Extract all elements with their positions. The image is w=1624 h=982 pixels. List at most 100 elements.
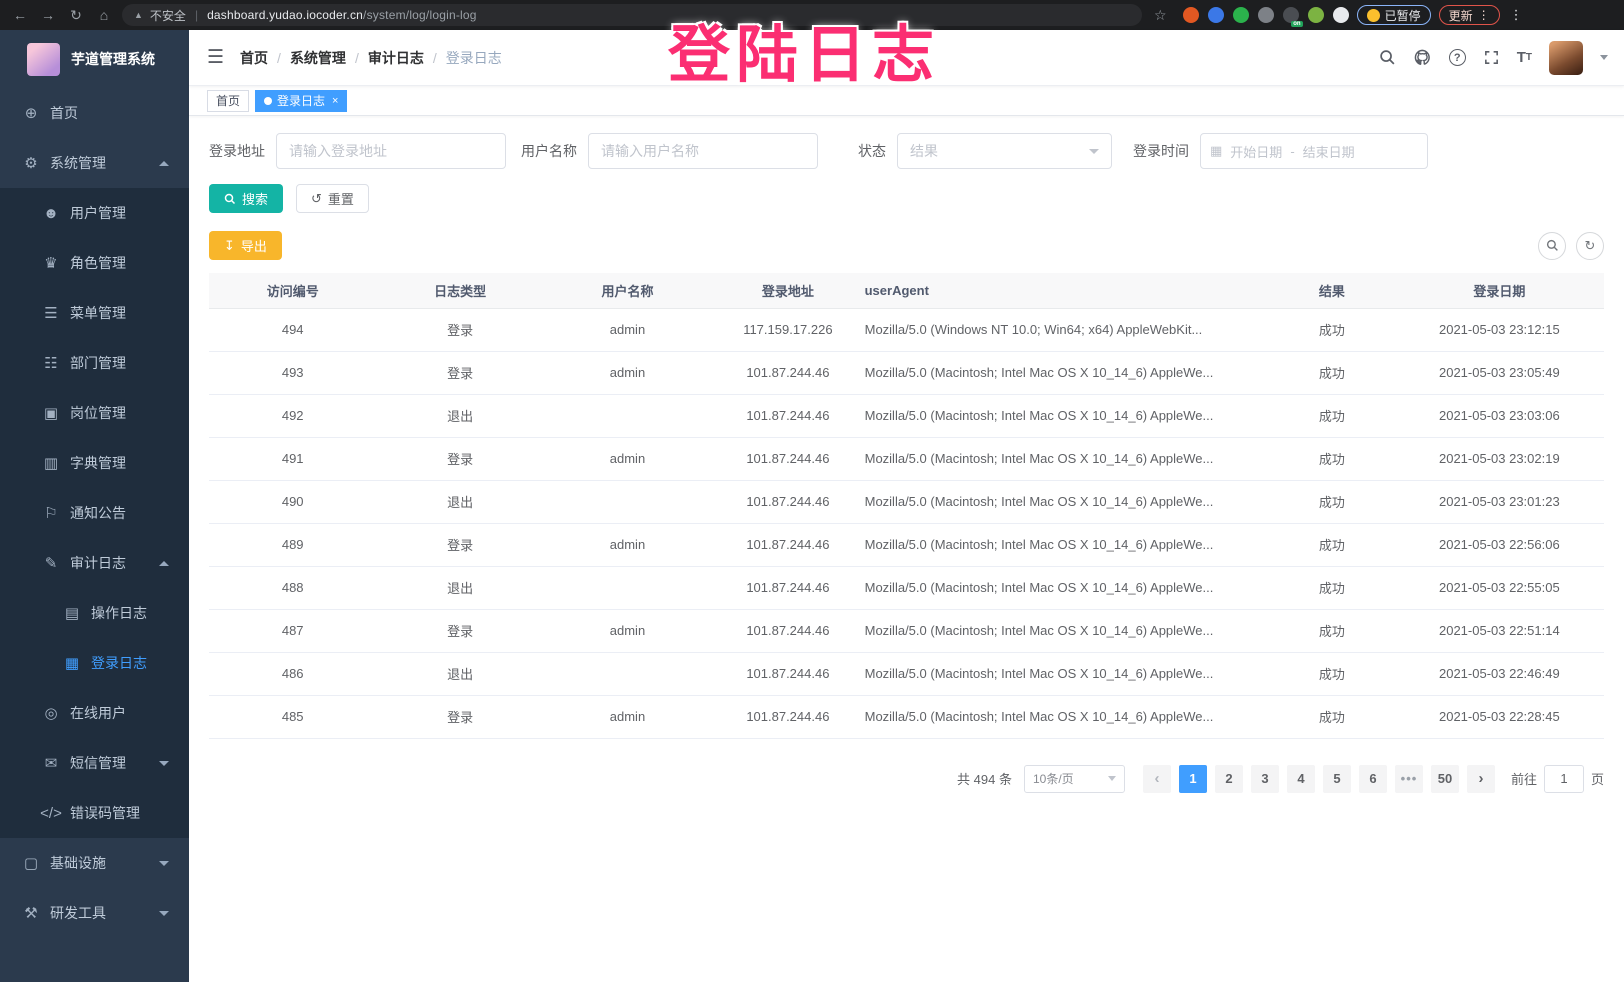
sidebar-menu: ⊕ 首页 ⚙ 系统管理 ☻ 用户管理 ♛ 角色管理 ☰ 菜单管理 ☷ 部门管理 ▣ 岗位管理 ▥ 字典管理 ⚐ 通… bbox=[0, 88, 189, 938]
sidebar-item-posts[interactable]: ▣ 岗位管理 bbox=[0, 388, 189, 438]
page-size-select[interactable]: 10条/页 bbox=[1023, 764, 1125, 793]
tag-active[interactable]: 登录日志 × bbox=[255, 89, 348, 112]
cell-login_address: 101.87.244.46 bbox=[711, 480, 865, 524]
forward-icon[interactable]: → bbox=[41, 7, 55, 23]
export-button[interactable]: ↧ 导出 bbox=[209, 231, 282, 260]
help-icon[interactable]: ? bbox=[1448, 49, 1466, 66]
page-button-1[interactable]: 1 bbox=[1178, 764, 1207, 793]
breadcrumb-item[interactable]: 审计日志 bbox=[367, 49, 424, 66]
extension-grid-blue-dot-icon[interactable] bbox=[1257, 7, 1274, 23]
sidebar-item-menus[interactable]: ☰ 菜单管理 bbox=[0, 288, 189, 338]
close-icon[interactable]: × bbox=[332, 94, 339, 107]
back-icon[interactable]: ← bbox=[13, 7, 27, 23]
cell-id: 492 bbox=[209, 394, 377, 438]
cell-log_type: 登录 bbox=[376, 695, 544, 739]
cell-username: admin bbox=[543, 609, 712, 653]
search-button[interactable]: 搜索 bbox=[209, 184, 284, 213]
cell-user_agent: Mozilla/5.0 (Macintosh; Intel Mac OS X 1… bbox=[864, 394, 1270, 438]
avatar[interactable] bbox=[1549, 40, 1583, 75]
update-button[interactable]: 更新 ⋮ bbox=[1438, 5, 1500, 25]
cell-result: 成功 bbox=[1269, 609, 1395, 653]
breadcrumb-item[interactable]: 首页 bbox=[240, 49, 269, 66]
page-button-3[interactable]: 3 bbox=[1250, 764, 1279, 793]
column-header-login_date: 登录日期 bbox=[1394, 273, 1604, 309]
tags-bar: 首页 登录日志 × bbox=[189, 86, 1624, 116]
chevron-down-icon bbox=[1089, 148, 1099, 154]
goto-page-input[interactable] bbox=[1543, 764, 1584, 793]
sidebar-item-infra[interactable]: ▢ 基础设施 bbox=[0, 838, 189, 888]
sidebar-item-sms[interactable]: ✉ 短信管理 bbox=[0, 738, 189, 788]
cell-id: 493 bbox=[209, 351, 377, 395]
bookmark-star-icon[interactable]: ☆ bbox=[1154, 6, 1167, 23]
sidebar-item-home[interactable]: ⊕ 首页 bbox=[0, 88, 189, 138]
github-icon[interactable] bbox=[1413, 48, 1432, 67]
page-button-6[interactable]: 6 bbox=[1358, 764, 1387, 793]
cell-login_address: 101.87.244.46 bbox=[711, 652, 865, 696]
refresh-button[interactable]: ↻ bbox=[1576, 231, 1604, 260]
sidebar-item-online-users[interactable]: ◎ 在线用户 bbox=[0, 688, 189, 738]
cell-result: 成功 bbox=[1269, 394, 1395, 438]
tag-item[interactable]: 首页 bbox=[207, 89, 250, 112]
login-time-range-picker[interactable]: ▦ 开始日期 - 结束日期 bbox=[1200, 133, 1428, 169]
reload-icon[interactable]: ↻ bbox=[70, 6, 82, 23]
extension-leaf-icon[interactable] bbox=[1307, 7, 1324, 23]
status-select[interactable]: 结果 bbox=[897, 133, 1112, 169]
breadcrumb-item[interactable]: 系统管理 bbox=[289, 49, 346, 66]
login-log-table: 访问编号 日志类型 用户名称 登录地址 userAgent 结果 登录日期 494 登录 adm… bbox=[209, 273, 1604, 739]
browser-menu-icon[interactable]: ⋮ bbox=[1509, 7, 1523, 22]
sidebar-item-login-log[interactable]: ▦ 登录日志 bbox=[0, 638, 189, 688]
table-row: 485 登录 admin 101.87.244.46 Mozilla/5.0 (Maci… bbox=[209, 695, 1604, 739]
table-row: 491 登录 admin 101.87.244.46 Mozilla/5.0 (Maci… bbox=[209, 437, 1604, 481]
dict-book-icon: ▥ bbox=[43, 455, 59, 472]
sidebar-item-roles[interactable]: ♛ 角色管理 bbox=[0, 238, 189, 288]
next-page-button[interactable]: › bbox=[1466, 764, 1495, 793]
cell-username: admin bbox=[543, 437, 712, 481]
tag-label: 首页 bbox=[216, 94, 241, 108]
sidebar-item-depts[interactable]: ☷ 部门管理 bbox=[0, 338, 189, 388]
extension-list-on-icon[interactable]: on bbox=[1282, 7, 1303, 27]
cell-username bbox=[543, 394, 712, 438]
extension-orange-icon[interactable] bbox=[1182, 7, 1199, 23]
username-input[interactable] bbox=[588, 133, 818, 169]
login-address-input[interactable] bbox=[276, 133, 506, 169]
cell-log_type: 退出 bbox=[376, 394, 544, 438]
fullscreen-icon[interactable] bbox=[1483, 49, 1500, 66]
cell-log_type: 登录 bbox=[376, 437, 544, 481]
address-bar[interactable]: ▲ 不安全 | dashboard.yudao.iocoder.cn/syste… bbox=[122, 4, 1142, 26]
sidebar-item-system[interactable]: ⚙ 系统管理 bbox=[0, 138, 189, 188]
extension-badge: on bbox=[1291, 21, 1303, 27]
sidebar-item-operate-log[interactable]: ▤ 操作日志 bbox=[0, 588, 189, 638]
search-icon[interactable] bbox=[1379, 49, 1396, 66]
cell-user_agent: Mozilla/5.0 (Macintosh; Intel Mac OS X 1… bbox=[864, 609, 1270, 653]
online-users-icon: ◎ bbox=[44, 705, 58, 722]
home-icon[interactable]: ⌂ bbox=[99, 7, 109, 23]
sidebar-item-notices[interactable]: ⚐ 通知公告 bbox=[0, 488, 189, 538]
sidebar-item-audit-log[interactable]: ✎ 审计日志 bbox=[0, 538, 189, 588]
sidebar-item-users[interactable]: ☻ 用户管理 bbox=[0, 188, 189, 238]
sidebar-item-label: 字典管理 bbox=[70, 455, 126, 471]
prev-page-button[interactable]: ‹ bbox=[1142, 764, 1171, 793]
security-label[interactable]: 不安全 bbox=[149, 8, 186, 23]
cell-username: admin bbox=[543, 523, 712, 567]
chevron-down-icon[interactable] bbox=[1600, 55, 1608, 60]
extension-blue-gem-icon[interactable] bbox=[1207, 7, 1224, 23]
extension-green-circle-icon[interactable] bbox=[1232, 7, 1249, 23]
page-button-4[interactable]: 4 bbox=[1286, 764, 1315, 793]
reset-button[interactable]: ↺ 重置 bbox=[296, 184, 369, 213]
cell-id: 488 bbox=[209, 566, 377, 610]
hamburger-icon[interactable]: ☰ bbox=[207, 47, 225, 68]
page-button-2[interactable]: 2 bbox=[1214, 764, 1243, 793]
toggle-search-button[interactable] bbox=[1538, 231, 1566, 260]
sidebar-item-dicts[interactable]: ▥ 字典管理 bbox=[0, 438, 189, 488]
table-row: 488 退出 101.87.244.46 Mozilla/5.0 (Macintosh… bbox=[209, 566, 1604, 610]
app-logo-row[interactable]: 芋道管理系统 bbox=[0, 30, 189, 88]
extension-puzzle-icon[interactable] bbox=[1332, 7, 1349, 23]
page-button-50[interactable]: 50 bbox=[1430, 764, 1459, 793]
sidebar-item-devtools[interactable]: ⚒ 研发工具 bbox=[0, 888, 189, 938]
paused-badge[interactable]: 已暂停 bbox=[1356, 5, 1431, 25]
cell-login_address: 101.87.244.46 bbox=[711, 437, 865, 481]
sidebar-item-error-code[interactable]: </> 错误码管理 bbox=[0, 788, 189, 838]
page-button-5[interactable]: 5 bbox=[1322, 764, 1351, 793]
